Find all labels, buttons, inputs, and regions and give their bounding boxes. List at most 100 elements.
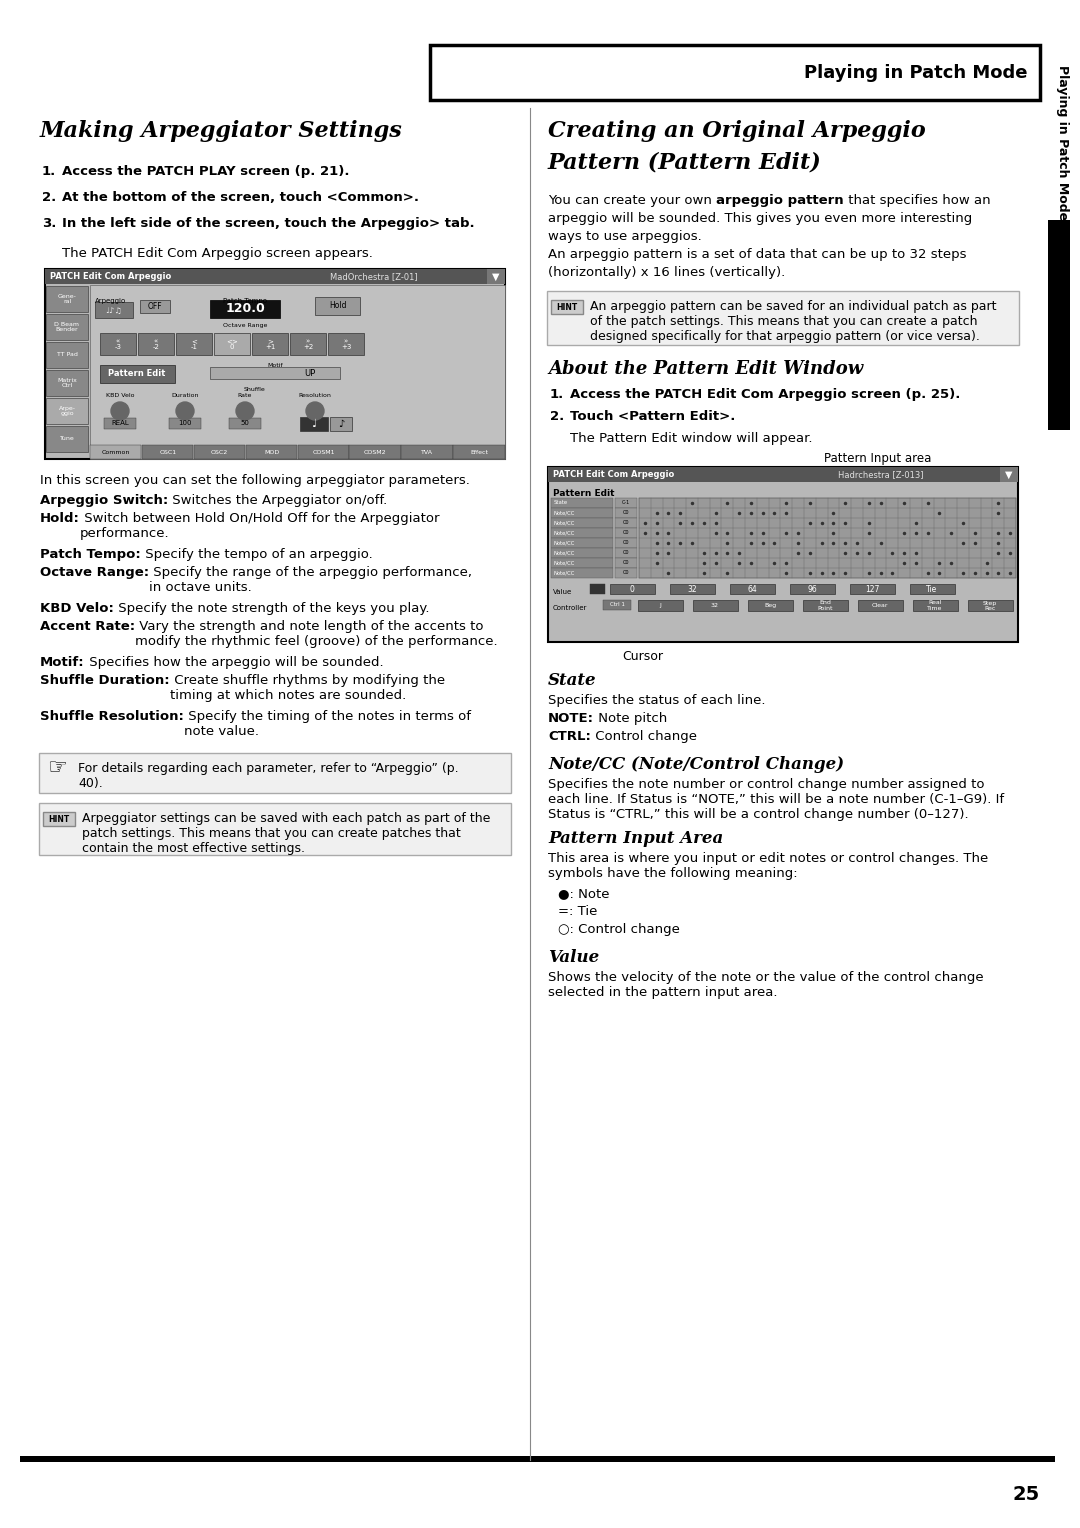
FancyBboxPatch shape	[850, 584, 895, 594]
FancyBboxPatch shape	[551, 558, 613, 568]
Text: «
-3: « -3	[114, 338, 121, 350]
Circle shape	[176, 402, 194, 420]
Text: ♩: ♩	[311, 419, 316, 429]
FancyBboxPatch shape	[328, 333, 364, 354]
FancyBboxPatch shape	[551, 299, 583, 313]
Text: that specifies how an: that specifies how an	[843, 194, 990, 206]
FancyBboxPatch shape	[210, 299, 280, 318]
Text: Pattern Edit: Pattern Edit	[553, 489, 615, 498]
FancyBboxPatch shape	[140, 299, 170, 313]
Text: =: Tie: =: Tie	[558, 905, 597, 918]
Text: arpeggio will be sounded. This gives you even more interesting: arpeggio will be sounded. This gives you…	[548, 212, 972, 225]
Text: Step
Rec: Step Rec	[983, 601, 997, 611]
FancyBboxPatch shape	[551, 549, 613, 558]
Text: PATCH Edit Com Arpeggio: PATCH Edit Com Arpeggio	[553, 471, 674, 478]
FancyBboxPatch shape	[193, 445, 245, 458]
Text: Arpeggio: Arpeggio	[95, 298, 126, 304]
Text: Octave Range: Octave Range	[222, 322, 267, 329]
Text: Rate: Rate	[238, 393, 253, 397]
FancyBboxPatch shape	[210, 367, 340, 379]
Text: 100: 100	[178, 420, 192, 426]
Text: Controller: Controller	[553, 605, 588, 611]
Text: Playing in Patch Mode: Playing in Patch Mode	[1056, 64, 1069, 220]
Text: Ctrl 1: Ctrl 1	[609, 602, 624, 608]
FancyBboxPatch shape	[402, 445, 453, 458]
FancyBboxPatch shape	[910, 584, 955, 594]
Bar	[21, 1456, 1055, 1462]
Text: ○: Control change: ○: Control change	[558, 923, 680, 937]
Text: Cursor: Cursor	[622, 649, 663, 663]
Text: MOD: MOD	[264, 449, 280, 454]
FancyBboxPatch shape	[546, 290, 1020, 345]
Text: Hold: Hold	[329, 301, 347, 310]
Text: COSM2: COSM2	[364, 449, 387, 454]
Text: Patch Tempo: Patch Tempo	[222, 298, 267, 304]
FancyBboxPatch shape	[176, 333, 212, 354]
Text: Pattern (Pattern Edit): Pattern (Pattern Edit)	[548, 151, 822, 174]
FancyBboxPatch shape	[43, 811, 75, 827]
Text: Vary the strength and note length of the accents to
modify the rhythmic feel (gr: Vary the strength and note length of the…	[135, 620, 498, 648]
FancyBboxPatch shape	[104, 419, 136, 429]
FancyBboxPatch shape	[615, 558, 637, 568]
FancyBboxPatch shape	[551, 538, 613, 549]
Text: Real
Time: Real Time	[928, 601, 943, 611]
Text: 2.: 2.	[42, 191, 56, 205]
Text: In this screen you can set the following arpeggiator parameters.: In this screen you can set the following…	[40, 474, 470, 487]
Text: Pattern Input area: Pattern Input area	[824, 452, 932, 465]
FancyBboxPatch shape	[748, 601, 793, 611]
Text: Accent Rate:: Accent Rate:	[40, 620, 135, 633]
Text: State: State	[548, 672, 596, 689]
FancyBboxPatch shape	[615, 568, 637, 578]
Text: <>
0: <> 0	[226, 338, 238, 350]
Text: C-1: C-1	[622, 501, 630, 506]
Text: Common: Common	[102, 449, 130, 454]
Text: C0: C0	[623, 510, 630, 515]
FancyBboxPatch shape	[43, 759, 71, 779]
Text: Arpeggiator settings can be saved with each patch as part of the
patch settings.: Arpeggiator settings can be saved with e…	[82, 811, 490, 856]
FancyBboxPatch shape	[297, 445, 349, 458]
Circle shape	[237, 402, 254, 420]
Text: KBD Velo: KBD Velo	[106, 393, 134, 397]
Text: Playing in Patch Mode: Playing in Patch Mode	[805, 64, 1028, 81]
Text: C0: C0	[623, 541, 630, 545]
Text: 1.: 1.	[550, 388, 564, 400]
Text: At the bottom of the screen, touch <Common>.: At the bottom of the screen, touch <Comm…	[62, 191, 419, 205]
Text: You can create your own: You can create your own	[548, 194, 716, 206]
Text: Specify the tempo of an arpeggio.: Specify the tempo of an arpeggio.	[140, 549, 373, 561]
Text: J: J	[659, 604, 661, 608]
Text: 25: 25	[1013, 1485, 1040, 1504]
Bar	[1048, 220, 1070, 429]
Text: For details regarding each parameter, refer to “Arpeggio” (p.
40).: For details regarding each parameter, re…	[78, 762, 459, 790]
Text: Note/CC: Note/CC	[554, 521, 576, 526]
Text: Note/CC: Note/CC	[554, 541, 576, 545]
Text: About the Pattern Edit Window: About the Pattern Edit Window	[548, 361, 863, 377]
Text: Beg: Beg	[764, 604, 777, 608]
Text: (horizontally) x 16 lines (vertically).: (horizontally) x 16 lines (vertically).	[548, 266, 785, 280]
Text: Switches the Arpeggiator on/off.: Switches the Arpeggiator on/off.	[168, 494, 388, 507]
Text: Note/CC: Note/CC	[554, 510, 576, 515]
Text: Value: Value	[553, 588, 572, 594]
Text: D Beam
Bender: D Beam Bender	[54, 322, 80, 332]
FancyBboxPatch shape	[46, 370, 87, 396]
Text: OSC1: OSC1	[159, 449, 176, 454]
Text: OSC2: OSC2	[211, 449, 228, 454]
Text: 32: 32	[687, 585, 697, 593]
FancyBboxPatch shape	[804, 601, 848, 611]
FancyBboxPatch shape	[46, 313, 87, 341]
Text: CTRL:: CTRL:	[548, 730, 591, 743]
Text: Shuffle Resolution:: Shuffle Resolution:	[40, 711, 184, 723]
FancyBboxPatch shape	[789, 584, 835, 594]
FancyBboxPatch shape	[39, 804, 511, 856]
FancyBboxPatch shape	[39, 753, 511, 793]
Text: Creating an Original Arpeggio: Creating an Original Arpeggio	[548, 121, 926, 142]
Text: 32: 32	[711, 604, 719, 608]
FancyBboxPatch shape	[349, 445, 401, 458]
Text: HINT: HINT	[556, 303, 578, 312]
Text: C0: C0	[623, 570, 630, 576]
Text: An arpeggio pattern is a set of data that can be up to 32 steps: An arpeggio pattern is a set of data tha…	[548, 248, 967, 261]
Text: Shows the velocity of the note or the value of the control change
selected in th: Shows the velocity of the note or the va…	[548, 970, 984, 999]
Text: UP: UP	[305, 368, 315, 377]
FancyBboxPatch shape	[252, 333, 288, 354]
FancyBboxPatch shape	[138, 333, 174, 354]
FancyBboxPatch shape	[610, 584, 654, 594]
